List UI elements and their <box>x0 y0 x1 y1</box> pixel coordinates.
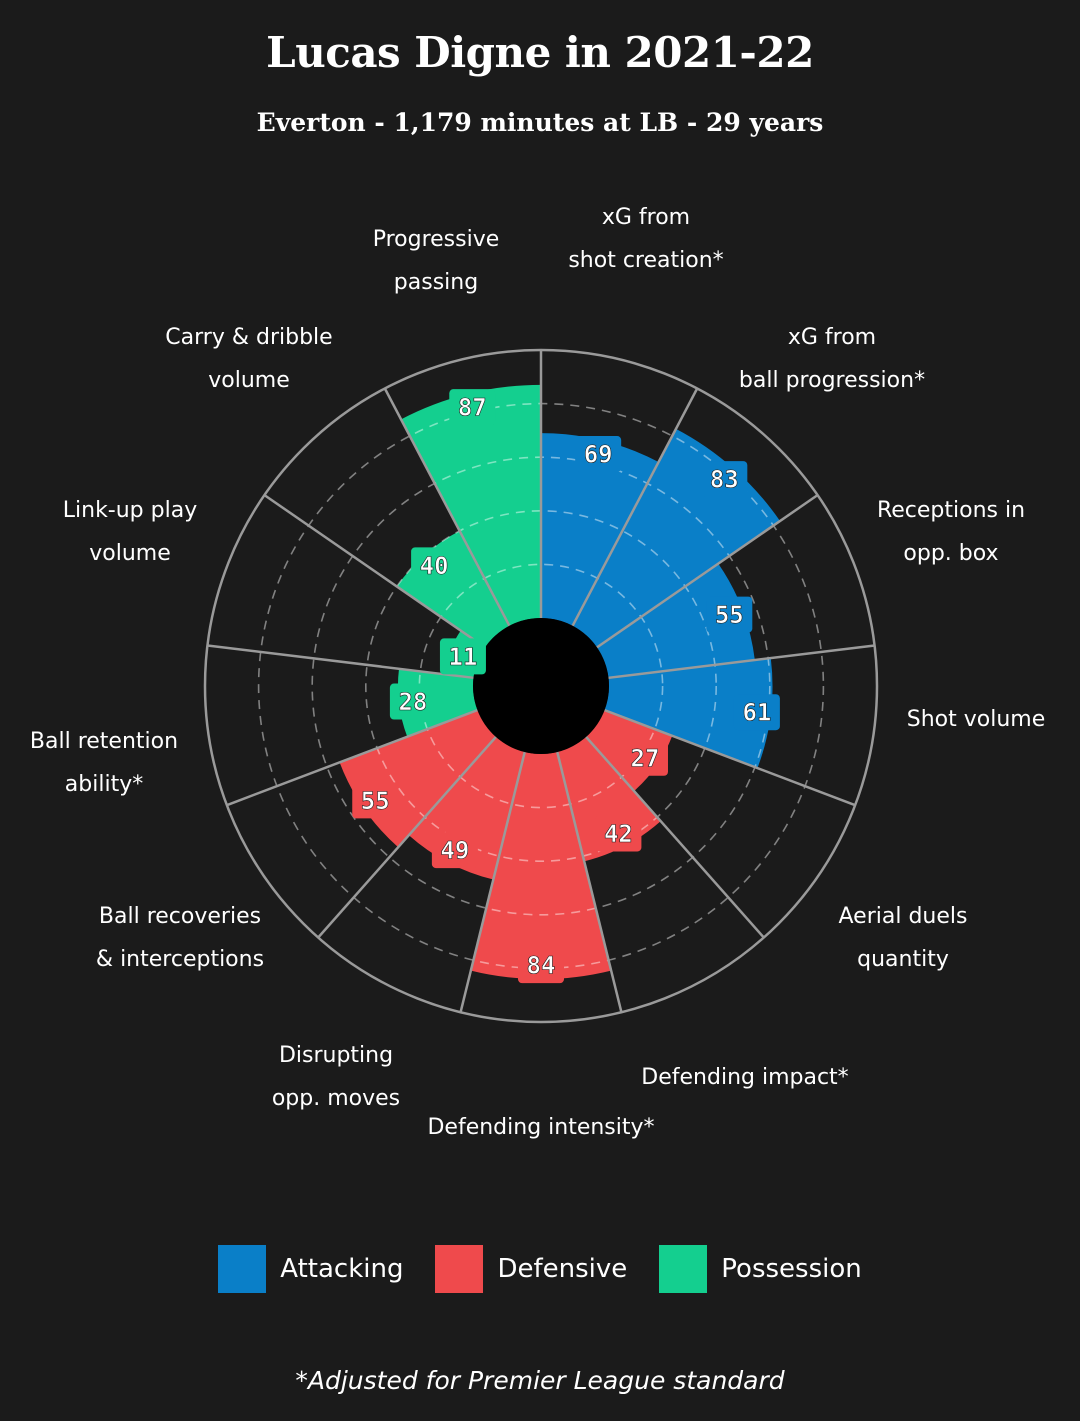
value-badge-7 <box>518 947 564 984</box>
spoke-3 <box>596 494 819 649</box>
value-badge-5 <box>621 739 668 776</box>
data-label-6: 42 <box>604 820 633 848</box>
chart-title: Lucas Digne in 2021-22 <box>266 28 814 77</box>
spoke-7 <box>556 751 623 1013</box>
data-label-5: 27 <box>631 744 660 772</box>
spoke-10 <box>226 708 478 807</box>
legend-label-possession: Possession <box>721 1254 862 1284</box>
legend: Attacking Defensive Possession <box>0 1245 1080 1293</box>
spoke-4 <box>608 644 875 680</box>
chart-subtitle: Everton - 1,179 minutes at LB - 29 years <box>256 108 824 137</box>
legend-swatch-possession <box>659 1245 708 1293</box>
value-badge-3 <box>706 596 753 633</box>
grid-circle-20 <box>418 563 664 809</box>
polar-bar-chart: 69 83 55 61 27 42 84 49 55 28 11 40 87 xG from shot cr… <box>30 205 1046 1140</box>
value-badge-8 <box>431 832 478 869</box>
value-badge-10 <box>389 683 436 720</box>
legend-label-attacking: Attacking <box>280 1254 404 1284</box>
spoke-8 <box>459 751 526 1013</box>
category-label-1: xG from shot creation* <box>568 205 723 273</box>
value-badge-12 <box>411 547 458 584</box>
category-label-13: Progressive passing <box>373 227 500 295</box>
footnote: *Adjusted for Premier League standard <box>295 1366 785 1395</box>
data-label-1: 69 <box>584 441 613 469</box>
legend-swatch-defensive <box>435 1245 484 1293</box>
data-label-9: 55 <box>361 787 390 815</box>
legend-item-attacking: Attacking <box>218 1245 403 1293</box>
data-label-11: 11 <box>448 643 477 671</box>
bar-4 <box>604 658 773 769</box>
center-hole <box>473 618 609 754</box>
spoke-2 <box>571 387 699 627</box>
category-label-3: Receptions in opp. box <box>877 498 1025 566</box>
category-label-5: Aerial duels quantity <box>839 904 968 972</box>
value-badge-11 <box>439 638 486 675</box>
legend-item-possession: Possession <box>659 1245 862 1293</box>
data-label-10: 28 <box>398 688 427 716</box>
category-label-2: xG from ball progression* <box>739 325 925 393</box>
category-label-8: Disrupting opp. moves <box>272 1043 400 1111</box>
value-badge-9 <box>352 782 399 819</box>
value-badge-4 <box>733 694 780 731</box>
category-label-9: Ball recoveries & interceptions <box>96 904 264 972</box>
legend-item-defensive: Defensive <box>435 1245 627 1293</box>
spoke-13 <box>383 387 511 627</box>
bar-7 <box>470 752 612 980</box>
spoke-11 <box>207 644 474 680</box>
data-label-4: 61 <box>742 699 771 727</box>
spoke-5 <box>604 708 856 807</box>
category-label-12: Carry & dribble volume <box>165 325 332 393</box>
bar-1 <box>541 433 659 626</box>
spoke-9 <box>317 736 497 939</box>
category-label-11: Link-up play volume <box>63 498 197 566</box>
data-label-3: 55 <box>715 601 744 629</box>
bar-3 <box>596 563 755 678</box>
value-badge-1 <box>575 436 622 473</box>
bar-13 <box>401 384 541 626</box>
legend-swatch-attacking <box>218 1245 267 1293</box>
data-label-7: 84 <box>527 952 556 980</box>
value-badge-2 <box>701 461 748 498</box>
spoke-6 <box>585 736 765 939</box>
category-label-4: Shot volume <box>907 707 1046 732</box>
data-label-13: 87 <box>458 394 487 422</box>
value-badge-13 <box>449 389 496 426</box>
legend-label-defensive: Defensive <box>497 1254 628 1284</box>
data-label-2: 83 <box>710 466 739 494</box>
category-label-7: Defending intensity* <box>427 1115 654 1140</box>
category-label-10: Ball retention ability* <box>30 729 178 797</box>
spoke-12 <box>263 494 486 649</box>
category-label-6: Defending impact* <box>641 1065 848 1090</box>
value-badge-6 <box>595 815 642 852</box>
data-label-12: 40 <box>420 552 449 580</box>
grid-circle-40 <box>364 509 717 862</box>
data-label-8: 49 <box>440 837 469 865</box>
